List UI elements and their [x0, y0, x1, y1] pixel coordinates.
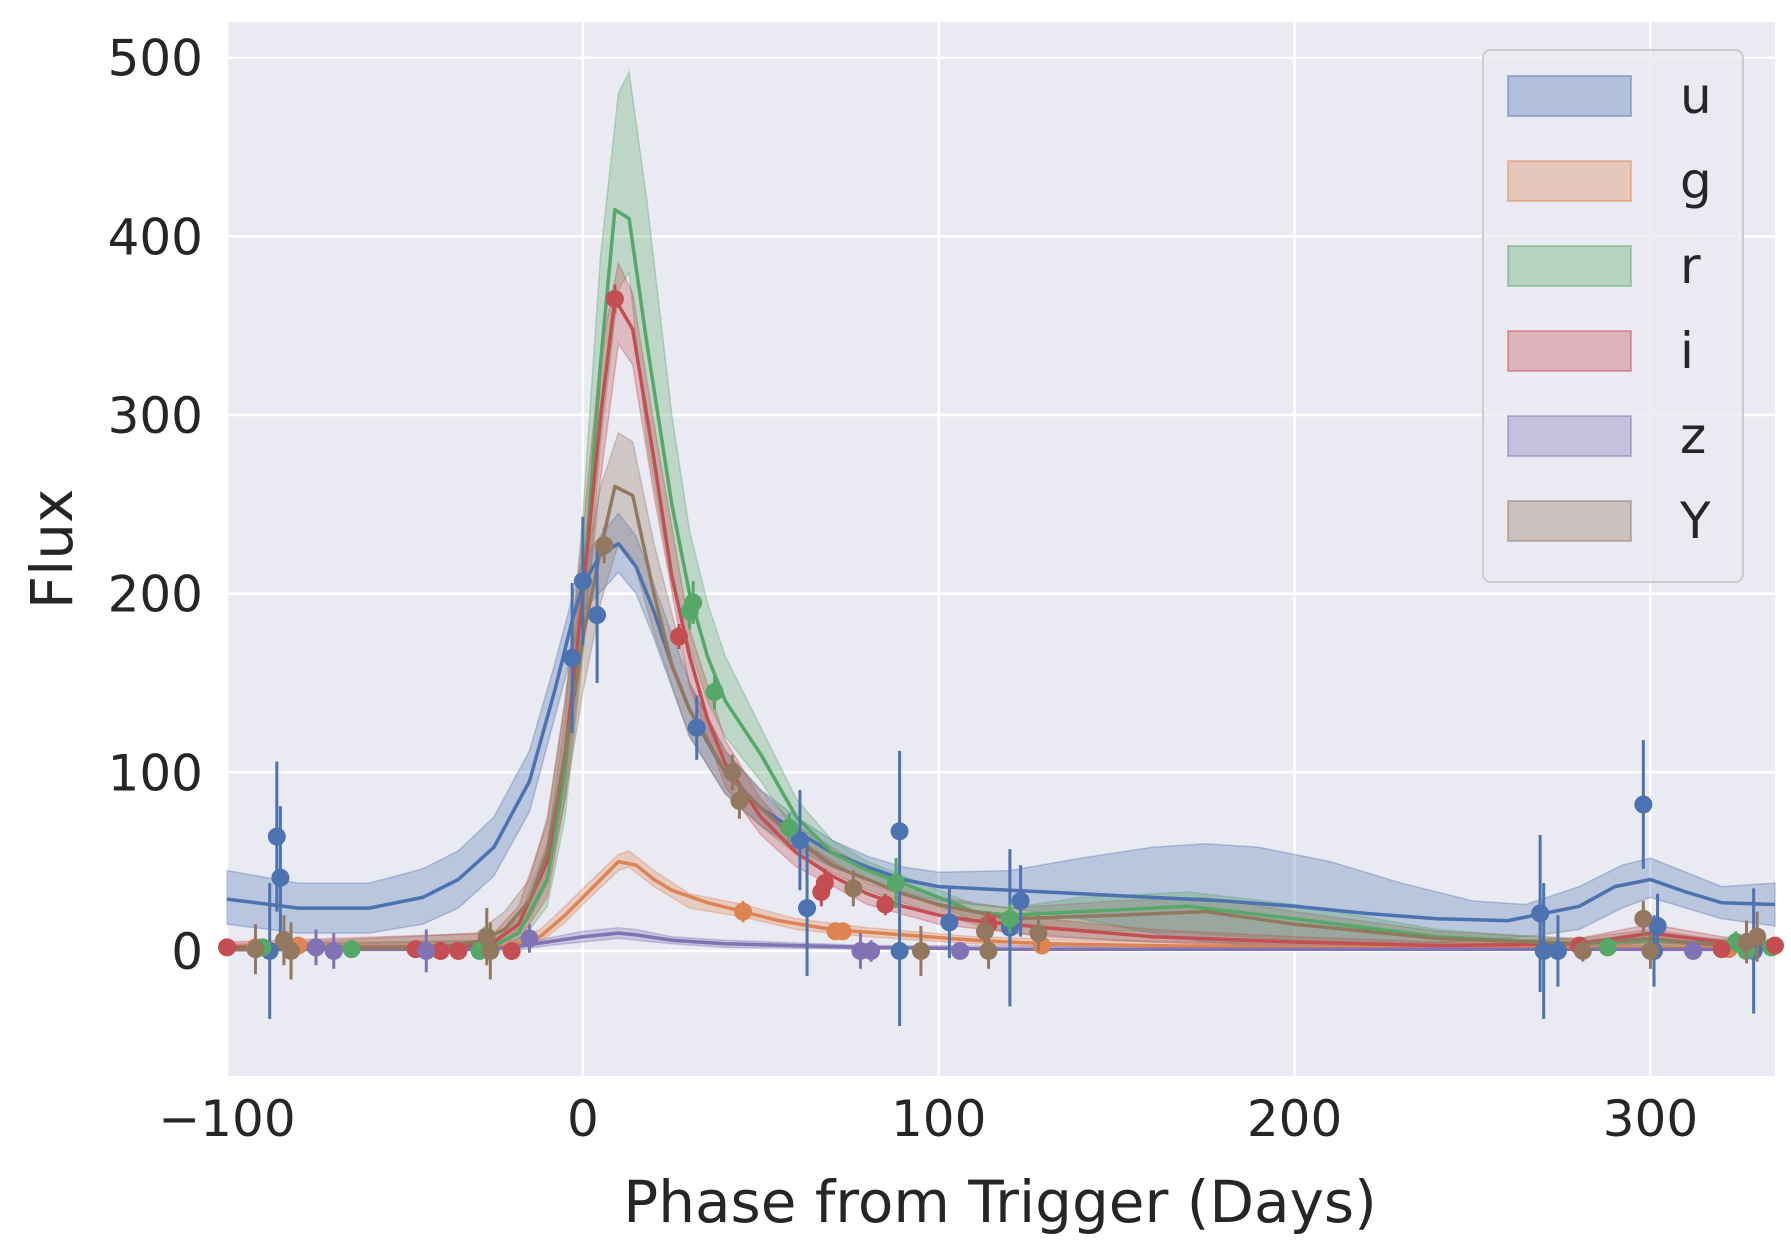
data-point-u — [790, 831, 809, 850]
data-point-Y — [1029, 924, 1048, 943]
legend-swatch-g — [1507, 160, 1632, 202]
legend-swatch-i — [1507, 330, 1632, 372]
model-line-r — [227, 207, 1776, 951]
data-point-z — [862, 941, 881, 960]
data-point-u — [1534, 941, 1553, 960]
data-point-i — [431, 941, 450, 960]
data-point-r — [342, 940, 361, 959]
y-tick-label: 100 — [108, 744, 203, 802]
data-point-r — [887, 874, 906, 893]
data-point-u — [890, 822, 909, 841]
data-point-g — [833, 922, 852, 941]
data-point-u — [687, 718, 706, 737]
data-point-u — [267, 827, 286, 846]
data-point-u — [271, 868, 290, 887]
legend-label-z: z — [1680, 407, 1706, 465]
y-tick-label: 500 — [108, 30, 203, 88]
y-tick-label: 300 — [108, 387, 203, 445]
legend-swatch-u — [1507, 75, 1632, 117]
legend-swatch-Y — [1507, 500, 1632, 542]
x-axis-title: Phase from Trigger (Days) — [623, 1168, 1377, 1236]
data-point-i — [1712, 940, 1731, 959]
data-point-Y — [979, 941, 998, 960]
data-point-r — [1598, 938, 1617, 957]
data-point-i — [1766, 936, 1784, 955]
data-point-z — [951, 941, 970, 960]
data-point-u — [890, 941, 909, 960]
data-point-u — [1648, 916, 1667, 935]
data-point-z — [1684, 941, 1703, 960]
model-line-g — [227, 859, 1775, 950]
data-point-Y — [723, 763, 742, 782]
data-point-i — [815, 874, 834, 893]
model-line-u — [226, 541, 1776, 923]
y-tick-label: 0 — [171, 923, 203, 981]
data-point-Y — [730, 791, 749, 810]
legend-swatch-z — [1507, 415, 1632, 457]
legend-label-g: g — [1680, 152, 1712, 210]
data-point-Y — [975, 922, 994, 941]
x-tick-label: 200 — [1247, 1090, 1342, 1148]
data-point-Y — [481, 941, 500, 960]
legend-frame — [1482, 49, 1744, 583]
y-tick-label: 200 — [108, 566, 203, 624]
data-point-Y — [595, 536, 614, 555]
legend-label-Y: Y — [1679, 492, 1711, 550]
data-point-u — [1548, 941, 1567, 960]
x-tick-labels: −100 0 100 200 300 — [158, 1090, 1698, 1148]
legend-label-i: i — [1680, 322, 1694, 380]
data-point-Y — [1634, 909, 1653, 928]
data-point-Y — [911, 941, 930, 960]
data-point-i — [502, 941, 521, 960]
x-tick-label: 100 — [891, 1090, 986, 1148]
data-point-Y — [282, 941, 301, 960]
data-point-u — [1531, 904, 1550, 923]
data-point-z — [324, 941, 343, 960]
legend-label-r: r — [1680, 237, 1701, 295]
data-point-z — [520, 929, 539, 948]
data-point-r — [684, 593, 703, 612]
data-point-u — [940, 913, 959, 932]
data-point-i — [876, 895, 895, 914]
y-tick-labels: 0 100 200 300 400 500 — [108, 30, 203, 981]
data-point-u — [588, 606, 607, 625]
data-point-r — [780, 818, 799, 837]
data-point-Y — [844, 879, 863, 898]
data-point-z — [306, 938, 325, 957]
data-point-z — [417, 941, 436, 960]
data-point-i — [605, 289, 624, 308]
y-axis-title: Flux — [18, 489, 86, 610]
data-point-u — [1011, 891, 1030, 910]
data-point-Y — [1573, 941, 1592, 960]
y-tick-label: 400 — [108, 208, 203, 266]
data-point-i — [449, 941, 468, 960]
x-tick-label: −100 — [158, 1090, 295, 1148]
legend-label-u: u — [1680, 67, 1712, 125]
data-point-g — [734, 902, 752, 921]
data-point-u — [798, 899, 817, 918]
x-tick-label: 300 — [1603, 1090, 1698, 1148]
data-point-u — [1634, 795, 1653, 814]
data-point-Y — [1641, 941, 1660, 960]
data-point-i — [218, 938, 236, 957]
observations — [218, 284, 1784, 1026]
data-point-r — [1000, 909, 1019, 928]
x-tick-label: 0 — [567, 1090, 599, 1148]
data-point-u — [573, 572, 592, 591]
data-point-r — [705, 682, 724, 701]
data-point-u — [563, 648, 582, 667]
data-point-Y — [246, 940, 265, 959]
legend-swatch-r — [1507, 245, 1632, 287]
data-point-i — [669, 627, 688, 646]
data-point-Y — [1748, 927, 1767, 946]
